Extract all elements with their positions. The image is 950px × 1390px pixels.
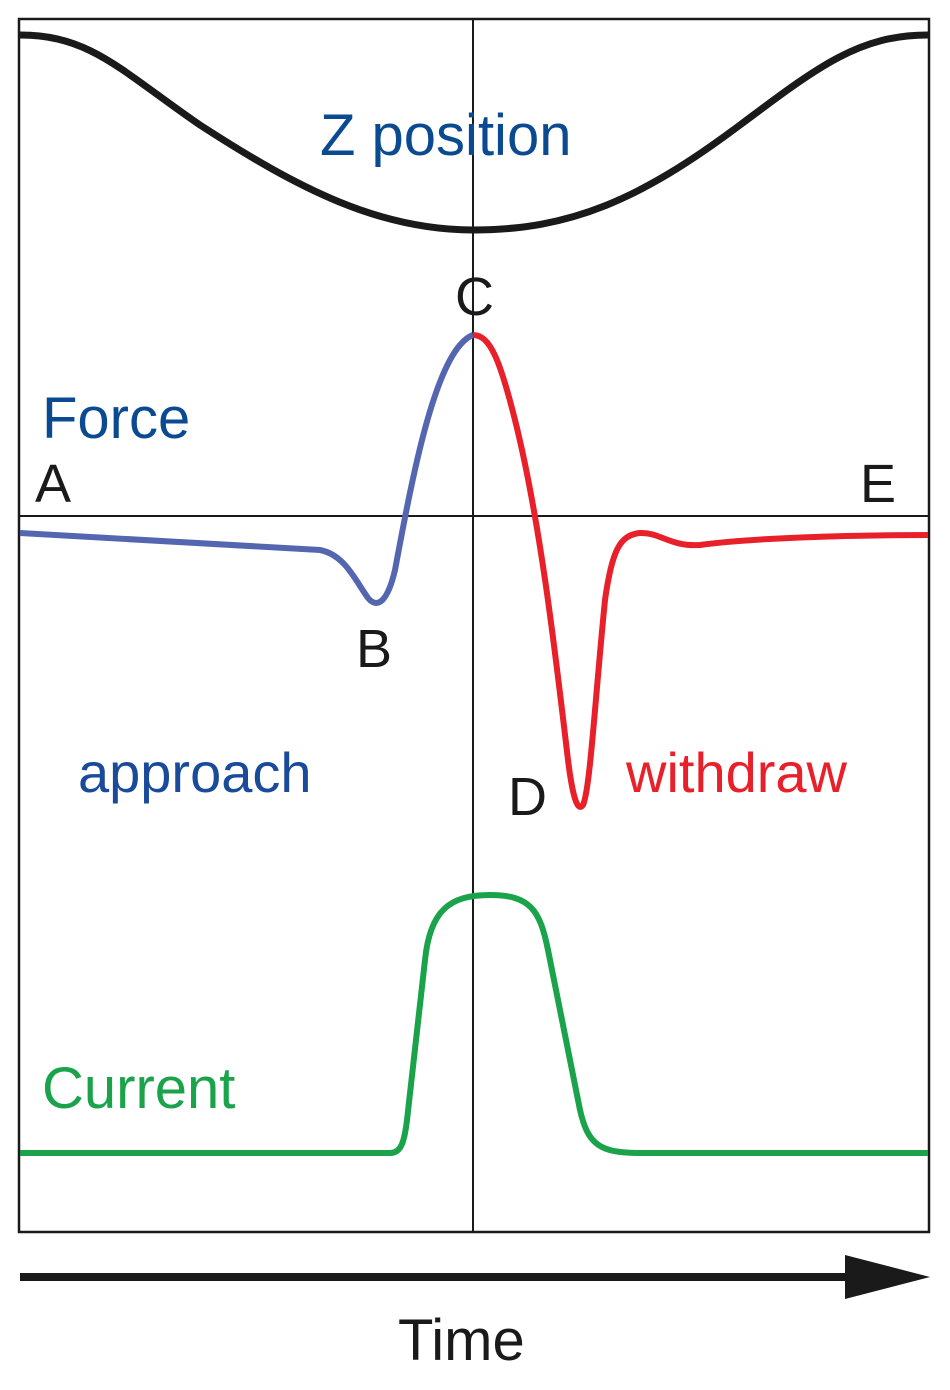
point-label: A xyxy=(35,454,71,514)
point-label: B xyxy=(356,619,392,679)
current-label: Current xyxy=(42,1056,235,1121)
approach-curve xyxy=(19,332,475,606)
withdraw-label: withdraw xyxy=(625,741,848,804)
current-curve xyxy=(20,891,928,1156)
withdraw-curve xyxy=(472,332,929,810)
z-label: Z position xyxy=(320,103,571,168)
approach-label: approach xyxy=(78,741,312,804)
time-label: Time xyxy=(398,1308,525,1373)
z-curve xyxy=(19,31,929,234)
point-label: D xyxy=(508,767,547,827)
point-label: C xyxy=(455,267,494,327)
force-label: Force xyxy=(42,386,190,451)
point-label: E xyxy=(860,454,896,514)
arrow-head xyxy=(845,1255,930,1299)
